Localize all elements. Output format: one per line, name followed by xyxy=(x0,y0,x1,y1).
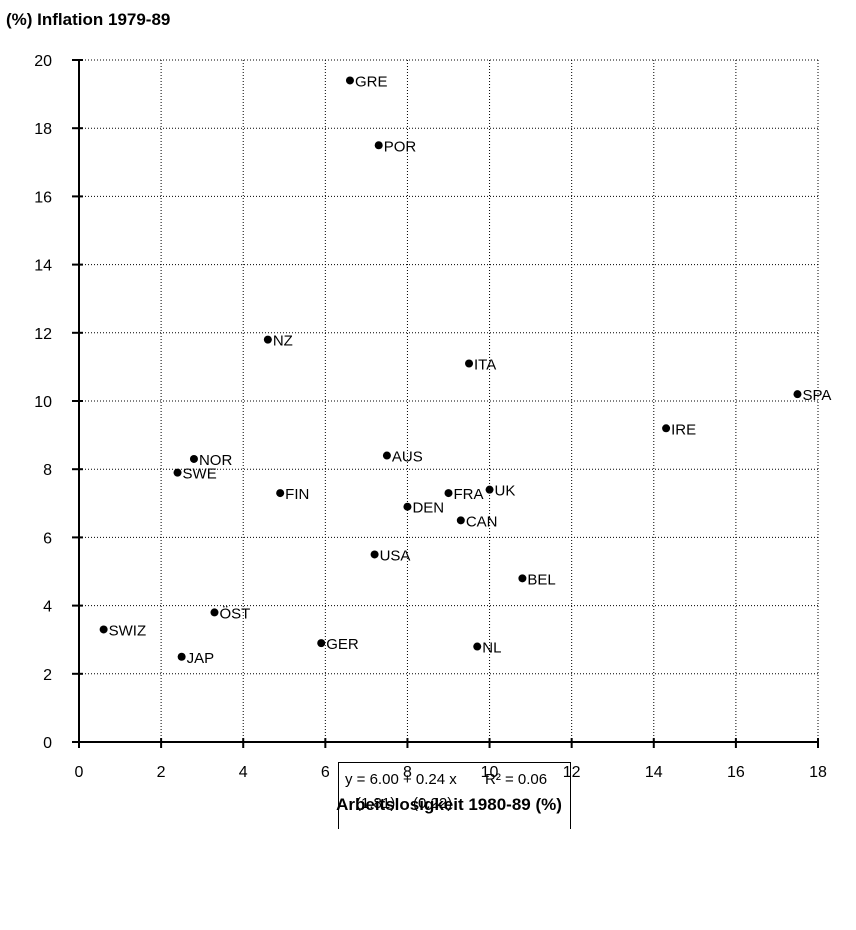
x-tick-label-12: 12 xyxy=(563,764,581,781)
point-nz xyxy=(263,335,272,344)
point-label-fin: FIN xyxy=(285,486,309,503)
point-label-jap: JAP xyxy=(187,650,215,667)
point-label-fra: FRA xyxy=(454,486,484,503)
point-ger xyxy=(317,639,326,648)
point-label-uk: UK xyxy=(495,483,516,500)
point-label-bel: BEL xyxy=(527,571,555,588)
point-label-ita: ITA xyxy=(474,356,496,373)
y-tick-label-10: 10 xyxy=(34,394,52,411)
regression-equation: y = 6.00 + 0.24 x xyxy=(345,771,457,788)
y-tick-label-0: 0 xyxy=(43,735,52,752)
y-tick-label-2: 2 xyxy=(43,667,52,684)
x-tick-label-10: 10 xyxy=(481,764,499,781)
point-label-spa: SPA xyxy=(802,387,831,404)
point-label-por: POR xyxy=(384,138,417,155)
regression-box: y = 6.00 + 0.24 x R² = 0.06 (1.81) (0.22… xyxy=(338,762,571,829)
point-aus xyxy=(382,451,391,460)
point-label-gre: GRE xyxy=(355,73,388,90)
y-tick-label-14: 14 xyxy=(34,258,52,275)
y-tick-label-4: 4 xyxy=(43,599,52,616)
chart-title: (%) Inflation 1979-89 xyxy=(6,10,170,29)
tick-labels: 0 2 4 6 8 10 12 14 16 18 0 2 4 6 8 10 12 14 16 18 20 xyxy=(34,53,827,781)
point-ita xyxy=(465,359,474,368)
regression-se-intercept: (1.81) xyxy=(356,795,396,812)
point-spa xyxy=(793,390,802,399)
y-tick-label-18: 18 xyxy=(34,121,52,138)
point-label-nz: NZ xyxy=(273,333,293,350)
point-den xyxy=(403,502,412,511)
point-por xyxy=(374,141,383,150)
axes xyxy=(72,59,819,748)
point-label-öst: ÖST xyxy=(219,604,250,622)
point-label-nl: NL xyxy=(482,640,501,657)
point-label-ire: IRE xyxy=(671,421,696,438)
point-label-aus: AUS xyxy=(392,449,423,466)
point-can xyxy=(456,516,465,525)
point-label-can: CAN xyxy=(466,513,498,530)
x-tick-label-0: 0 xyxy=(75,764,84,781)
point-uk xyxy=(485,485,494,494)
point-label-nor: NOR xyxy=(199,452,233,469)
point-usa xyxy=(370,550,379,559)
grid-lines xyxy=(79,59,819,742)
point-ire xyxy=(662,424,671,433)
point-swiz xyxy=(99,625,108,634)
y-tick-label-8: 8 xyxy=(43,462,52,479)
point-nor xyxy=(189,454,198,463)
point-bel xyxy=(518,574,527,583)
point-label-ger: GER xyxy=(326,636,359,653)
x-tick-label-6: 6 xyxy=(321,764,330,781)
y-tick-label-20: 20 xyxy=(34,53,52,70)
x-tick-label-14: 14 xyxy=(645,764,663,781)
x-tick-label-4: 4 xyxy=(239,764,248,781)
x-tick-label-8: 8 xyxy=(403,764,412,781)
y-tick-label-16: 16 xyxy=(34,189,52,206)
point-jap xyxy=(177,652,186,661)
x-tick-label-16: 16 xyxy=(727,764,745,781)
point-label-den: DEN xyxy=(412,500,444,517)
regression-se-slope: (0.22) xyxy=(413,795,453,812)
point-nl xyxy=(473,642,482,651)
point-label-swe: SWE xyxy=(183,466,217,483)
x-tick-label-2: 2 xyxy=(157,764,166,781)
y-tick-label-12: 12 xyxy=(34,326,52,343)
x-axis-label: Arbeitslosigkeit 1980-89 (%) xyxy=(336,795,562,814)
point-label-usa: USA xyxy=(380,547,411,564)
point-label-swiz: SWIZ xyxy=(109,622,147,639)
x-tick-label-18: 18 xyxy=(809,764,827,781)
point-fin xyxy=(276,489,285,498)
y-tick-label-6: 6 xyxy=(43,530,52,547)
point-swe xyxy=(173,468,182,477)
point-gre xyxy=(345,76,354,85)
regression-r2: R² = 0.06 xyxy=(485,771,548,788)
point-fra xyxy=(444,489,453,498)
point-öst xyxy=(210,608,219,617)
